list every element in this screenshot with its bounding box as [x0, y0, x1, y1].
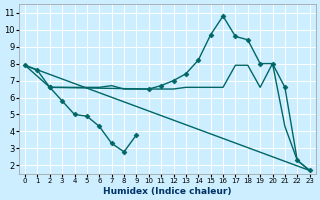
- X-axis label: Humidex (Indice chaleur): Humidex (Indice chaleur): [103, 187, 232, 196]
